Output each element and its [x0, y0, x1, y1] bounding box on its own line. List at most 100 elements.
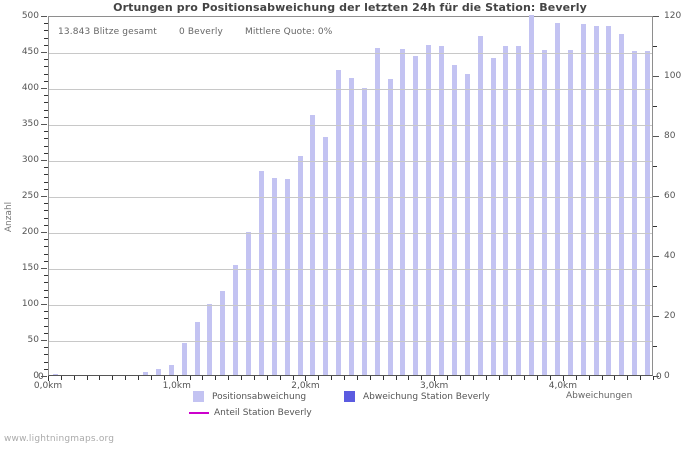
y-tick-label: 400 [21, 83, 39, 93]
gridline [49, 341, 652, 342]
y-tick-major [41, 232, 47, 233]
bar [297, 156, 303, 375]
x-tick-minor [408, 376, 410, 380]
bar [387, 79, 393, 375]
bar [155, 369, 161, 375]
y-tick-label: 50 [27, 335, 39, 345]
y-tick-major [41, 304, 47, 305]
x-tick-major [434, 376, 436, 381]
y-tick-label: 500 [21, 11, 39, 21]
y-right-tick-label: 60 [664, 191, 676, 201]
legend-item-anteil-station[interactable]: Anteil Station Beverly [189, 408, 312, 418]
gridline [49, 269, 652, 270]
y-tick-minor [44, 354, 48, 356]
x-tick-minor [86, 376, 88, 380]
bar [168, 364, 174, 375]
watermark: www.lightningmaps.org [4, 434, 115, 444]
bar [490, 58, 496, 375]
bar-series-positionsabweichung [49, 15, 652, 375]
x-tick-minor [279, 376, 281, 380]
y-tick-major [41, 16, 47, 17]
chart-title: Ortungen pro Positionsabweichung der let… [113, 1, 587, 14]
x-tick-minor [356, 376, 358, 380]
y-right-tick-label: 80 [664, 131, 676, 141]
x-tick-major [176, 376, 178, 381]
y-tick-minor [44, 210, 48, 212]
bar [593, 25, 599, 375]
x-tick-minor [537, 376, 539, 380]
y-tick-minor [44, 282, 48, 284]
x-tick-major [562, 376, 564, 381]
y-tick-major [41, 160, 47, 161]
chart-annotations: 13.843 Blitze gesamt 0 Beverly Mittlere Qu… [58, 27, 332, 37]
bar [503, 45, 509, 375]
x-tick-minor [472, 376, 474, 380]
x-tick-minor [382, 376, 384, 380]
x-tick-minor [125, 376, 127, 380]
x-tick-minor [112, 376, 114, 380]
y-tick-minor [44, 44, 48, 46]
y-tick-minor [44, 30, 48, 32]
legend-swatch-anteil-station [189, 412, 209, 414]
x-tick-major [48, 376, 49, 381]
y-tick-minor [44, 332, 48, 334]
y-tick-minor [44, 253, 48, 255]
x-tick-minor [292, 376, 294, 380]
y-tick-minor [44, 296, 48, 298]
y-tick-label: 300 [21, 155, 39, 165]
y-tick-minor [44, 80, 48, 82]
x-tick-minor [575, 376, 577, 380]
bar [413, 56, 419, 375]
y-tick-minor [44, 66, 48, 68]
x-axis-zero-left: 0 [38, 372, 44, 382]
y-right-tick-minor [653, 106, 657, 107]
bar [220, 291, 226, 375]
bar [451, 65, 457, 375]
legend-item-positionsabweichung[interactable]: Positionsabweichung [193, 391, 306, 402]
gridline [49, 125, 652, 126]
x-tick-minor [421, 376, 423, 380]
y-right-tick-label: 40 [664, 251, 676, 261]
y-tick-major [41, 268, 47, 269]
bar [207, 304, 213, 375]
x-tick-label: 4,0km [548, 381, 578, 391]
y-tick-minor [44, 73, 48, 75]
bar [143, 372, 149, 375]
y-tick-minor [44, 188, 48, 190]
bar [258, 170, 264, 375]
y-tick-minor [44, 239, 48, 241]
x-tick-minor [653, 376, 654, 380]
y-tick-minor [44, 181, 48, 183]
x-tick-minor [189, 376, 191, 380]
y-tick-minor [44, 131, 48, 133]
gridline [49, 161, 652, 162]
bar [310, 115, 316, 375]
y-tick-minor [44, 318, 48, 320]
y-tick-minor [44, 95, 48, 97]
y-tick-minor [44, 138, 48, 140]
y-right-tick-label: 100 [664, 71, 682, 81]
bar [606, 25, 612, 375]
y-tick-minor [44, 246, 48, 248]
annotation-2: Mittlere Quote: 0% [244, 27, 333, 37]
bar [542, 49, 548, 375]
x-tick-minor [369, 376, 371, 380]
legend-item-abweichung-station[interactable]: Abweichung Station Beverly [344, 391, 490, 402]
bar [52, 373, 58, 375]
y-tick-label: 450 [21, 47, 39, 57]
x-tick-major [305, 376, 307, 381]
annotation-0: 13.843 Blitze gesamt [58, 27, 157, 37]
y-tick-minor [44, 174, 48, 176]
x-tick-minor [318, 376, 320, 380]
bar [645, 51, 651, 375]
x-tick-minor [395, 376, 397, 380]
bar [361, 88, 367, 375]
bar [567, 49, 573, 375]
y-tick-minor [44, 59, 48, 61]
y-tick-major [41, 52, 47, 53]
x-tick-minor [459, 376, 461, 380]
y-tick-major [41, 88, 47, 89]
x-tick-minor [627, 376, 629, 380]
y-tick-minor [44, 260, 48, 262]
